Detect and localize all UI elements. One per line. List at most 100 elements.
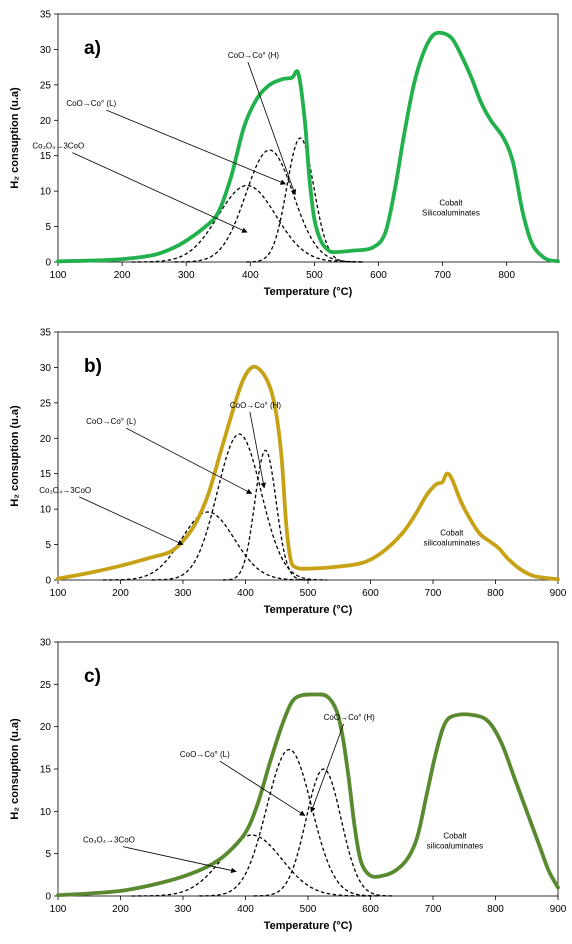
component-peak-3	[246, 137, 355, 263]
x-tick-label: 500	[300, 588, 317, 599]
y-tick-label: 0	[45, 258, 51, 269]
x-tick-label: 100	[50, 588, 67, 599]
y-tick-label: 35	[40, 10, 52, 21]
y-axis-title: H₂ consuption (u.a)	[9, 405, 21, 507]
x-tick-label: 200	[112, 588, 129, 599]
tpr-profile-line	[56, 364, 560, 582]
component-peak-1	[131, 834, 372, 897]
annotation-text: Cobalt	[440, 528, 464, 537]
annotation-2: CoO→Co° (L)	[86, 417, 253, 494]
annotation-arrow	[79, 496, 184, 546]
y-tick-label: 35	[40, 328, 52, 339]
y-tick-label: 25	[40, 680, 52, 691]
y-tick-label: 25	[40, 398, 52, 409]
x-tick-label: 200	[112, 904, 129, 915]
x-tick-label: 800	[487, 588, 504, 599]
x-tick-label: 600	[362, 904, 379, 915]
x-tick-label: 400	[237, 904, 254, 915]
x-tick-label: 700	[434, 270, 451, 281]
x-tick-label: 600	[370, 270, 387, 281]
annotation-text: CoO→Co° (H)	[228, 51, 280, 60]
annotation-text: Cobalt	[439, 198, 463, 207]
annotation-text: CoO→Co° (H)	[230, 401, 282, 410]
x-tick-label: 400	[242, 270, 259, 281]
annotation-2: CoO→Co° (L)	[180, 750, 306, 816]
component-peak-1	[131, 184, 363, 263]
chart-panel-a: 0 5 10 15 20 25 30 35 100 200 300 400 500 600 700 800 Te…	[9, 10, 560, 298]
plot-area	[57, 641, 559, 897]
x-tick-label: 600	[362, 588, 379, 599]
x-tick-label: 900	[550, 588, 567, 599]
annotation-text: CoO→Co° (H)	[324, 713, 376, 722]
annotation-text: CoO→Co° (L)	[86, 417, 136, 426]
y-tick-label: 15	[40, 765, 52, 776]
component-peak-2	[199, 748, 380, 897]
component-peak-1	[102, 511, 314, 581]
x-tick-label: 500	[306, 270, 323, 281]
component-peak-3	[222, 449, 309, 581]
x-tick-label: 100	[50, 904, 67, 915]
x-tick-label: 300	[175, 588, 192, 599]
annotation-arrow	[106, 109, 287, 185]
y-tick-label: 5	[45, 849, 51, 860]
panel-label-b: b)	[84, 356, 102, 377]
chart-panel-b: 0 5 10 15 20 25 30 35 100 200 300 400 500 600 700 800 90…	[9, 328, 567, 617]
component-peak-2	[151, 433, 327, 581]
y-axis-title: H₂ consuption (u.a)	[9, 718, 21, 820]
x-tick-label: 700	[425, 904, 442, 915]
annotation-arrow	[219, 760, 306, 816]
annotation-arrow	[125, 427, 253, 494]
annotation-1: Co₃O₄→3CoO	[83, 836, 237, 874]
x-tick-label: 200	[114, 270, 131, 281]
annotation-3: CoO→Co° (H)	[228, 51, 297, 196]
x-tick-label: 100	[50, 270, 67, 281]
y-tick-label: 0	[45, 892, 51, 903]
annotation-text: Co₃O₄→3CoO	[32, 142, 84, 151]
x-tick-label: 300	[175, 904, 192, 915]
y-tick-label: 30	[40, 363, 52, 374]
component-peak-2	[174, 149, 365, 263]
tpr-profile-line	[56, 692, 560, 898]
x-tick-label: 500	[300, 904, 317, 915]
y-axis-title: H₂ consuption (u.a)	[9, 87, 21, 189]
annotation-arrow	[247, 61, 297, 196]
x-tick-label: 400	[237, 588, 254, 599]
annotation-text: Co₃O₄→3CoO	[39, 486, 91, 495]
annotation-text: Silicoaluminates	[422, 208, 480, 217]
annotation-text: Co₃O₄→3CoO	[83, 836, 135, 845]
annotation-text: silicoaluminates	[427, 841, 483, 850]
annotation-2: CoO→Co° (L)	[66, 99, 287, 185]
x-axis-title: Temperature (°C)	[264, 604, 353, 616]
y-tick-label: 25	[40, 80, 52, 91]
annotation-arrow	[310, 723, 345, 813]
y-tick-label: 0	[45, 576, 51, 587]
panel-label-a: a)	[84, 38, 101, 59]
y-tick-label: 5	[45, 222, 51, 233]
x-tick-label: 800	[487, 904, 504, 915]
annotation-text: Cobalt	[443, 831, 467, 840]
annotation-text: CoO→Co° (L)	[180, 750, 230, 759]
component-peak-3	[253, 768, 394, 897]
y-tick-label: 10	[40, 505, 52, 516]
annotation-3: CoO→Co° (H)	[310, 713, 376, 813]
y-tick-label: 20	[40, 116, 52, 127]
annotation-arrow	[72, 152, 248, 233]
y-tick-label: 20	[40, 434, 52, 445]
x-tick-label: 900	[550, 904, 567, 915]
y-tick-label: 20	[40, 722, 52, 733]
chart-panel-c: 0 5 10 15 20 25 30 100 200 300 400 500 600 700 800 900 T…	[9, 638, 567, 933]
annotation-3: CoO→Co° (H)	[230, 401, 282, 489]
x-axis-title: Temperature (°C)	[264, 286, 353, 298]
plot-area	[57, 13, 559, 263]
x-tick-label: 700	[425, 588, 442, 599]
panel-label-c: c)	[84, 666, 101, 687]
annotation-arrow	[122, 846, 237, 874]
annotation-1: Co₃O₄→3CoO	[39, 486, 184, 546]
x-tick-label: 300	[178, 270, 195, 281]
y-tick-label: 10	[40, 807, 52, 818]
annotation-arrow	[249, 411, 267, 489]
annotation-1: Co₃O₄→3CoO	[32, 142, 248, 233]
